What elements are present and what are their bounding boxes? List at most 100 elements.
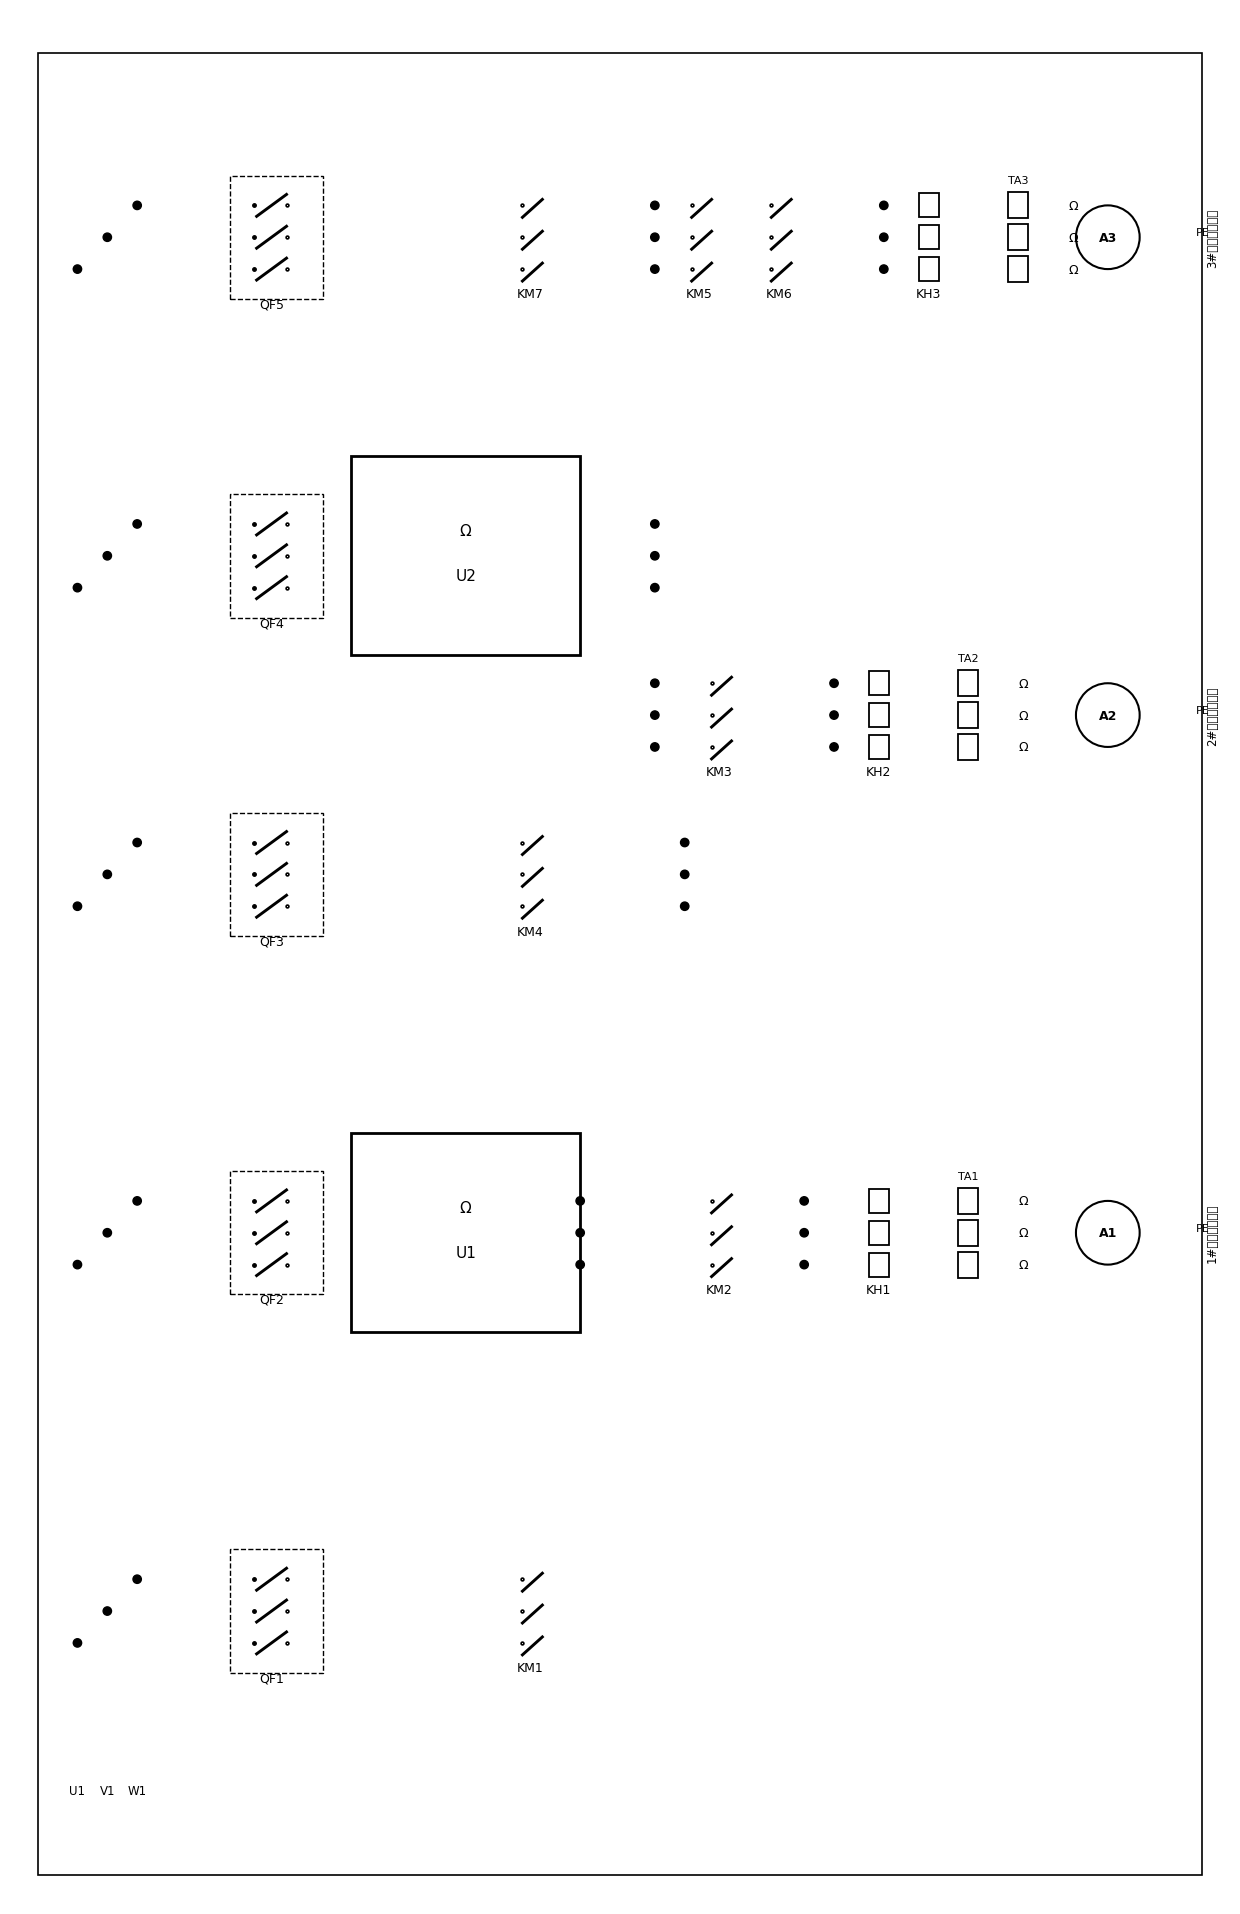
- Text: Ω: Ω: [1018, 1227, 1028, 1240]
- Text: U1: U1: [69, 1784, 86, 1797]
- Circle shape: [651, 679, 658, 687]
- Text: PE: PE: [1195, 1223, 1209, 1233]
- Circle shape: [73, 1638, 82, 1648]
- Circle shape: [133, 1575, 141, 1583]
- Circle shape: [830, 743, 838, 752]
- Bar: [919, 258, 939, 281]
- Circle shape: [1076, 207, 1140, 270]
- Bar: [959, 1189, 978, 1213]
- Bar: [869, 672, 889, 697]
- Text: TA3: TA3: [1008, 176, 1028, 186]
- Bar: [229, 813, 324, 936]
- Circle shape: [577, 1196, 584, 1206]
- Text: TA1: TA1: [959, 1171, 978, 1181]
- Text: Ω: Ω: [1068, 199, 1078, 212]
- Text: KM5: KM5: [686, 289, 713, 300]
- Circle shape: [103, 1229, 112, 1236]
- Circle shape: [1076, 1202, 1140, 1265]
- Bar: [229, 176, 324, 300]
- Circle shape: [800, 1261, 808, 1269]
- Bar: [1008, 226, 1028, 251]
- Bar: [229, 1550, 324, 1673]
- Text: V1: V1: [99, 1784, 115, 1797]
- Circle shape: [1076, 683, 1140, 748]
- Circle shape: [681, 838, 689, 848]
- Bar: [919, 195, 939, 218]
- Text: QF4: QF4: [259, 616, 284, 630]
- Bar: [252, 1187, 291, 1280]
- Circle shape: [651, 266, 658, 274]
- Circle shape: [577, 1261, 584, 1269]
- Text: KH3: KH3: [916, 289, 941, 300]
- Text: U2: U2: [455, 568, 476, 584]
- Text: KM4: KM4: [517, 924, 544, 938]
- Text: Ω: Ω: [1018, 1194, 1028, 1208]
- Text: PE: PE: [1195, 706, 1209, 716]
- Bar: [869, 1254, 889, 1277]
- Bar: [959, 735, 978, 760]
- Circle shape: [651, 521, 658, 528]
- Bar: [959, 702, 978, 729]
- Circle shape: [651, 743, 658, 752]
- Text: A2: A2: [1099, 710, 1117, 722]
- Text: QF5: QF5: [259, 299, 284, 312]
- Text: Ω: Ω: [460, 524, 471, 540]
- Circle shape: [577, 1229, 584, 1236]
- Circle shape: [879, 266, 888, 274]
- Text: KM7: KM7: [517, 289, 544, 300]
- Bar: [229, 1171, 324, 1294]
- Circle shape: [103, 553, 112, 561]
- Text: QF2: QF2: [259, 1294, 284, 1305]
- Text: 1#冷却水循环泵: 1#冷却水循环泵: [1205, 1204, 1219, 1263]
- Text: W1: W1: [128, 1784, 146, 1797]
- Text: Ω: Ω: [1018, 678, 1028, 691]
- Circle shape: [651, 584, 658, 593]
- Bar: [252, 191, 291, 285]
- Text: QF1: QF1: [259, 1671, 284, 1684]
- Bar: [869, 1189, 889, 1213]
- Bar: [959, 1252, 978, 1279]
- Text: Ω: Ω: [1018, 1259, 1028, 1271]
- Circle shape: [73, 584, 82, 593]
- Text: KM6: KM6: [766, 289, 792, 300]
- Text: QF3: QF3: [259, 936, 284, 947]
- Circle shape: [651, 553, 658, 561]
- Circle shape: [73, 266, 82, 274]
- Bar: [869, 704, 889, 727]
- Circle shape: [103, 234, 112, 243]
- Text: Ω: Ω: [1068, 264, 1078, 276]
- Bar: [1008, 256, 1028, 283]
- Circle shape: [651, 234, 658, 243]
- Circle shape: [830, 679, 838, 687]
- Text: KM1: KM1: [517, 1661, 544, 1675]
- Circle shape: [133, 521, 141, 528]
- Circle shape: [73, 1261, 82, 1269]
- Text: KM2: KM2: [706, 1282, 733, 1296]
- Bar: [1008, 193, 1028, 220]
- Circle shape: [800, 1196, 808, 1206]
- Circle shape: [879, 234, 888, 243]
- Text: U1: U1: [455, 1246, 476, 1261]
- Text: A3: A3: [1099, 232, 1117, 245]
- Bar: [869, 735, 889, 760]
- Circle shape: [103, 1608, 112, 1615]
- Text: A1: A1: [1099, 1227, 1117, 1240]
- Circle shape: [681, 871, 689, 879]
- Text: 3#冷却水循环泵: 3#冷却水循环泵: [1205, 209, 1219, 268]
- Bar: [229, 496, 324, 618]
- Circle shape: [651, 712, 658, 720]
- Circle shape: [651, 203, 658, 211]
- Bar: [252, 1564, 291, 1658]
- Circle shape: [103, 871, 112, 879]
- Text: KH1: KH1: [867, 1282, 892, 1296]
- Circle shape: [830, 712, 838, 720]
- Bar: [351, 457, 580, 657]
- Circle shape: [879, 203, 888, 211]
- Bar: [959, 672, 978, 697]
- Bar: [919, 226, 939, 251]
- Text: Ω: Ω: [1018, 741, 1028, 754]
- Circle shape: [73, 903, 82, 911]
- Circle shape: [681, 903, 689, 911]
- Circle shape: [133, 1196, 141, 1206]
- Text: KM3: KM3: [706, 766, 733, 779]
